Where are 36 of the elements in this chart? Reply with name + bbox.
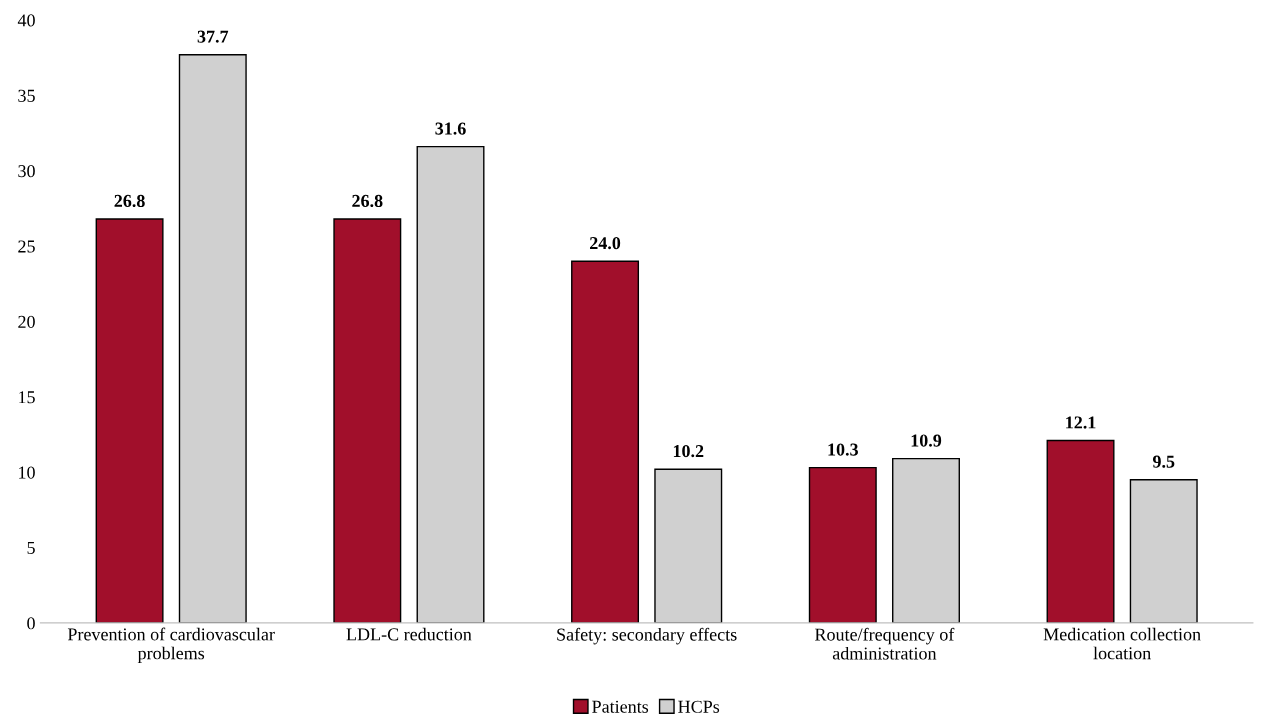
y-tick-label: 30: [18, 165, 35, 178]
y-tick-label: 10: [19, 466, 35, 479]
bar: [416, 145, 485, 623]
data-label: 12.1: [1066, 416, 1096, 429]
y-tick-label: 35: [18, 89, 35, 102]
data-label: 31.6: [435, 122, 466, 135]
y-tick-label: 5: [27, 542, 35, 554]
y-tick-label: 0: [27, 617, 35, 630]
y-tick-label: 40: [17, 14, 35, 27]
x-tick-label: Prevention of cardiovascular problems: [67, 627, 275, 664]
data-label: 24.0: [590, 237, 621, 250]
bar: [95, 218, 164, 623]
x-tick-label: Route/frequency of administration: [814, 627, 955, 660]
data-label: 26.8: [352, 194, 383, 208]
bar: [571, 260, 640, 623]
x-tick-label: Medication collection location: [1043, 627, 1201, 660]
bar: [808, 466, 877, 623]
data-label: 26.8: [114, 194, 145, 208]
data-label: 9.5: [1152, 455, 1175, 468]
data-label: 10.2: [673, 445, 704, 458]
data-label: 37.7: [197, 30, 229, 43]
x-tick-label: Safety: secondary effects: [557, 627, 737, 645]
bar: [892, 457, 960, 623]
bar: [333, 218, 402, 623]
legend-label: HCPs: [678, 700, 720, 713]
bar: [1046, 439, 1115, 623]
bar: [178, 54, 247, 623]
y-tick-label: 25: [18, 240, 35, 253]
data-label: 10.3: [828, 443, 858, 456]
legend-label: Patients: [592, 700, 649, 713]
x-tick-label: LDL-C reduction: [346, 627, 472, 641]
data-label: 10.9: [911, 434, 942, 447]
y-tick-label: 20: [18, 315, 35, 328]
y-tick-label: 15: [19, 391, 35, 404]
bar: [654, 468, 723, 623]
bar: [1129, 479, 1198, 623]
